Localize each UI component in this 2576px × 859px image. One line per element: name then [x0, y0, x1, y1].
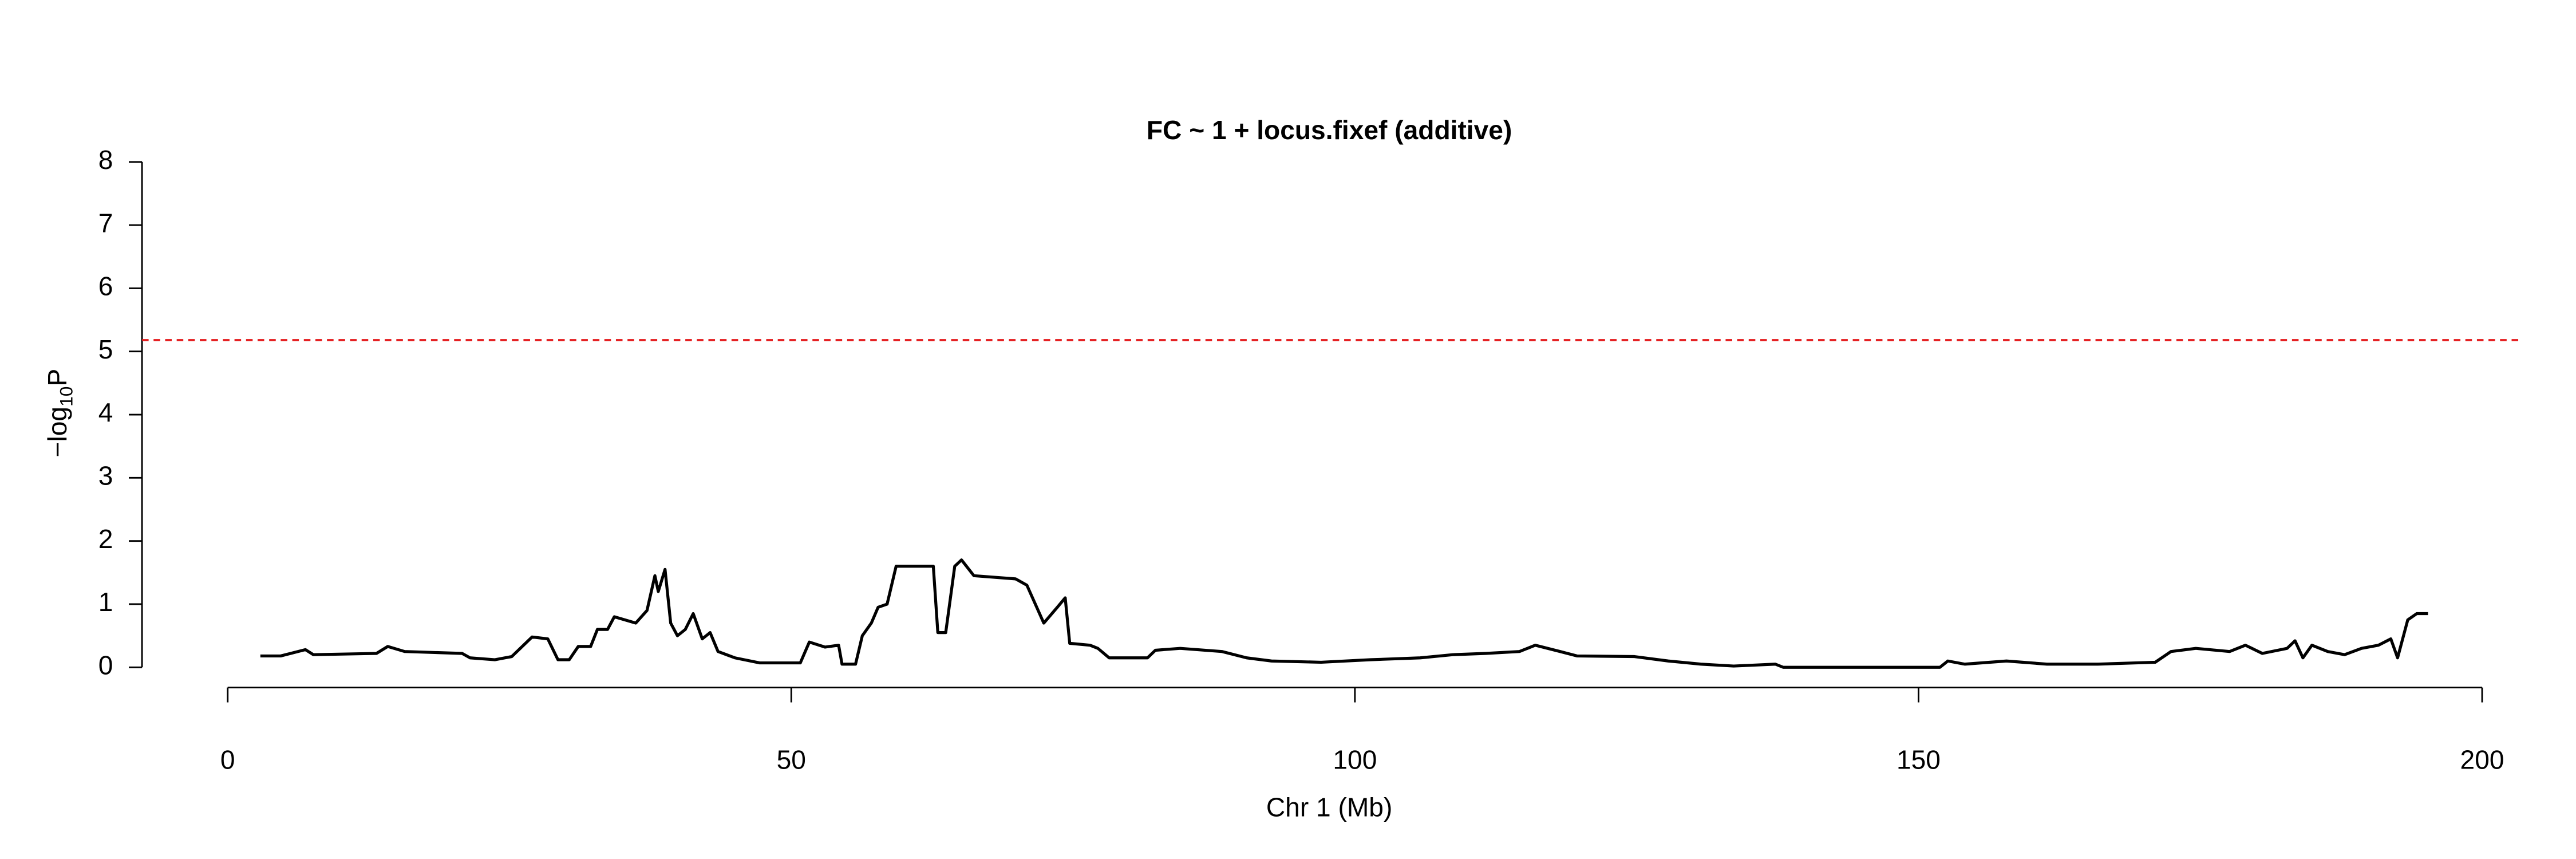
y-tick-label: 8 [98, 145, 113, 175]
x-tick-label: 100 [1333, 745, 1377, 775]
x-tick-label: 150 [1897, 745, 1941, 775]
y-tick-label: 3 [98, 461, 113, 491]
y-tick-label: 7 [98, 208, 113, 238]
x-tick-label: 200 [2460, 745, 2504, 775]
y-tick-label: 2 [98, 524, 113, 554]
y-tick-label: 1 [98, 587, 113, 617]
y-tick-label: 0 [98, 650, 113, 680]
x-tick-label: 0 [220, 745, 235, 775]
data-line [260, 558, 2428, 669]
y-tick-label: 6 [98, 271, 113, 301]
y-tick-label: 4 [98, 397, 113, 427]
y-axis-title: −log10P [42, 369, 77, 458]
y-title-part: P [42, 369, 72, 387]
chart-title: FC ~ 1 + locus.fixef (additive) [1147, 115, 1512, 145]
x-axis-title: Chr 1 (Mb) [1266, 793, 1392, 822]
y-title-sub: 10 [56, 387, 77, 407]
y-tick-label: 5 [98, 334, 113, 364]
y-title-part: −log [42, 407, 72, 458]
x-tick-label: 50 [777, 745, 806, 775]
